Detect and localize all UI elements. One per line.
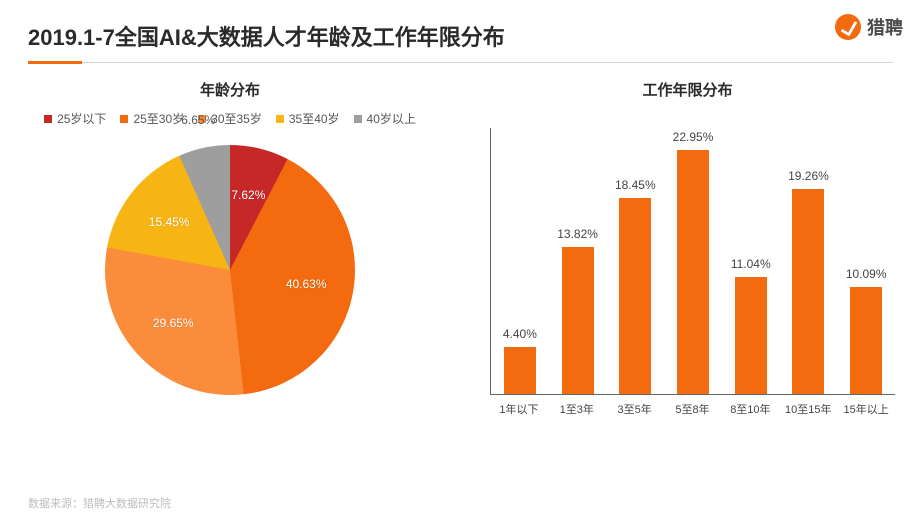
legend-swatch: [354, 115, 362, 123]
bar-cell: 4.40%: [491, 128, 549, 394]
bar-chart-body: 4.40% 13.82% 18.45% 22.95% 11.04% 19.26% 10.09…: [490, 128, 895, 423]
bar-cell: 13.82%: [549, 128, 607, 394]
bar-rect: 10.09%: [850, 287, 882, 394]
bar-x-label: 3至5年: [606, 395, 664, 423]
bar-x-label: 15年以上: [837, 395, 895, 423]
page-title: 2019.1-7全国AI&大数据人才年龄及工作年限分布: [28, 20, 893, 52]
bar-rect: 19.26%: [792, 189, 824, 394]
pie-slice-label: 6.65%: [181, 113, 215, 127]
legend-item: 25至30岁: [120, 110, 184, 127]
title-underline: [28, 62, 893, 63]
bar-rect: 22.95%: [677, 150, 709, 394]
bar-rect: 11.04%: [735, 277, 767, 394]
bar-cell: 18.45%: [606, 128, 664, 394]
bar-rect: 13.82%: [562, 247, 594, 394]
bar-x-label: 8至10年: [721, 395, 779, 423]
bar-value-label: 10.09%: [846, 267, 887, 281]
legend-swatch: [120, 115, 128, 123]
bar-rect: 4.40%: [504, 347, 536, 394]
pie-disc: [105, 145, 355, 395]
legend-swatch: [44, 115, 52, 123]
brand-logo-icon: [835, 14, 861, 40]
pie-slice-label: 15.45%: [149, 215, 190, 229]
legend-item: 35至40岁: [276, 110, 340, 127]
pie-slice-label: 40.63%: [286, 277, 327, 291]
bar-value-label: 18.45%: [615, 178, 656, 192]
bar-cell: 19.26%: [780, 128, 838, 394]
age-distribution-chart: 年龄分布 25岁以下 25至30岁 30至35岁 35至40岁 40岁以上 7.62% 4…: [0, 69, 460, 469]
pie-slice-label: 29.65%: [153, 316, 194, 330]
legend-label: 40岁以上: [367, 110, 416, 127]
bar-cell: 11.04%: [722, 128, 780, 394]
legend-label: 30至35岁: [211, 110, 262, 127]
bar-x-label: 5至8年: [664, 395, 722, 423]
legend-swatch: [276, 115, 284, 123]
pie-chart-body: 7.62%40.63%29.65%15.45%6.65%: [105, 145, 355, 395]
brand-logo: 猎聘: [835, 14, 903, 40]
experience-distribution-chart: 工作年限分布 4.40% 13.82% 18.45% 22.95% 11.04% 19.2…: [460, 69, 915, 469]
bar-value-label: 13.82%: [557, 227, 598, 241]
bar-value-label: 22.95%: [673, 130, 714, 144]
bar-x-label: 1年以下: [490, 395, 548, 423]
bar-value-label: 19.26%: [788, 169, 829, 183]
legend-label: 35至40岁: [289, 110, 340, 127]
legend-item: 40岁以上: [354, 110, 416, 127]
brand-logo-text: 猎聘: [867, 14, 903, 40]
pie-chart-title: 年龄分布: [0, 79, 460, 100]
legend-label: 25至30岁: [133, 110, 184, 127]
bar-x-label: 10至15年: [779, 395, 837, 423]
legend-item: 25岁以下: [44, 110, 106, 127]
bar-rect: 18.45%: [619, 198, 651, 394]
data-source-note: 数据来源：猎聘大数据研究院: [28, 495, 171, 511]
bar-cell: 22.95%: [664, 128, 722, 394]
legend-label: 25岁以下: [57, 110, 106, 127]
bar-cell: 10.09%: [837, 128, 895, 394]
bar-x-label: 1至3年: [548, 395, 606, 423]
pie-slice-label: 7.62%: [231, 188, 265, 202]
bar-value-label: 4.40%: [503, 327, 537, 341]
bar-chart-title: 工作年限分布: [460, 79, 915, 100]
bar-value-label: 11.04%: [731, 257, 771, 271]
pie-legend: 25岁以下 25至30岁 30至35岁 35至40岁 40岁以上: [24, 110, 436, 127]
